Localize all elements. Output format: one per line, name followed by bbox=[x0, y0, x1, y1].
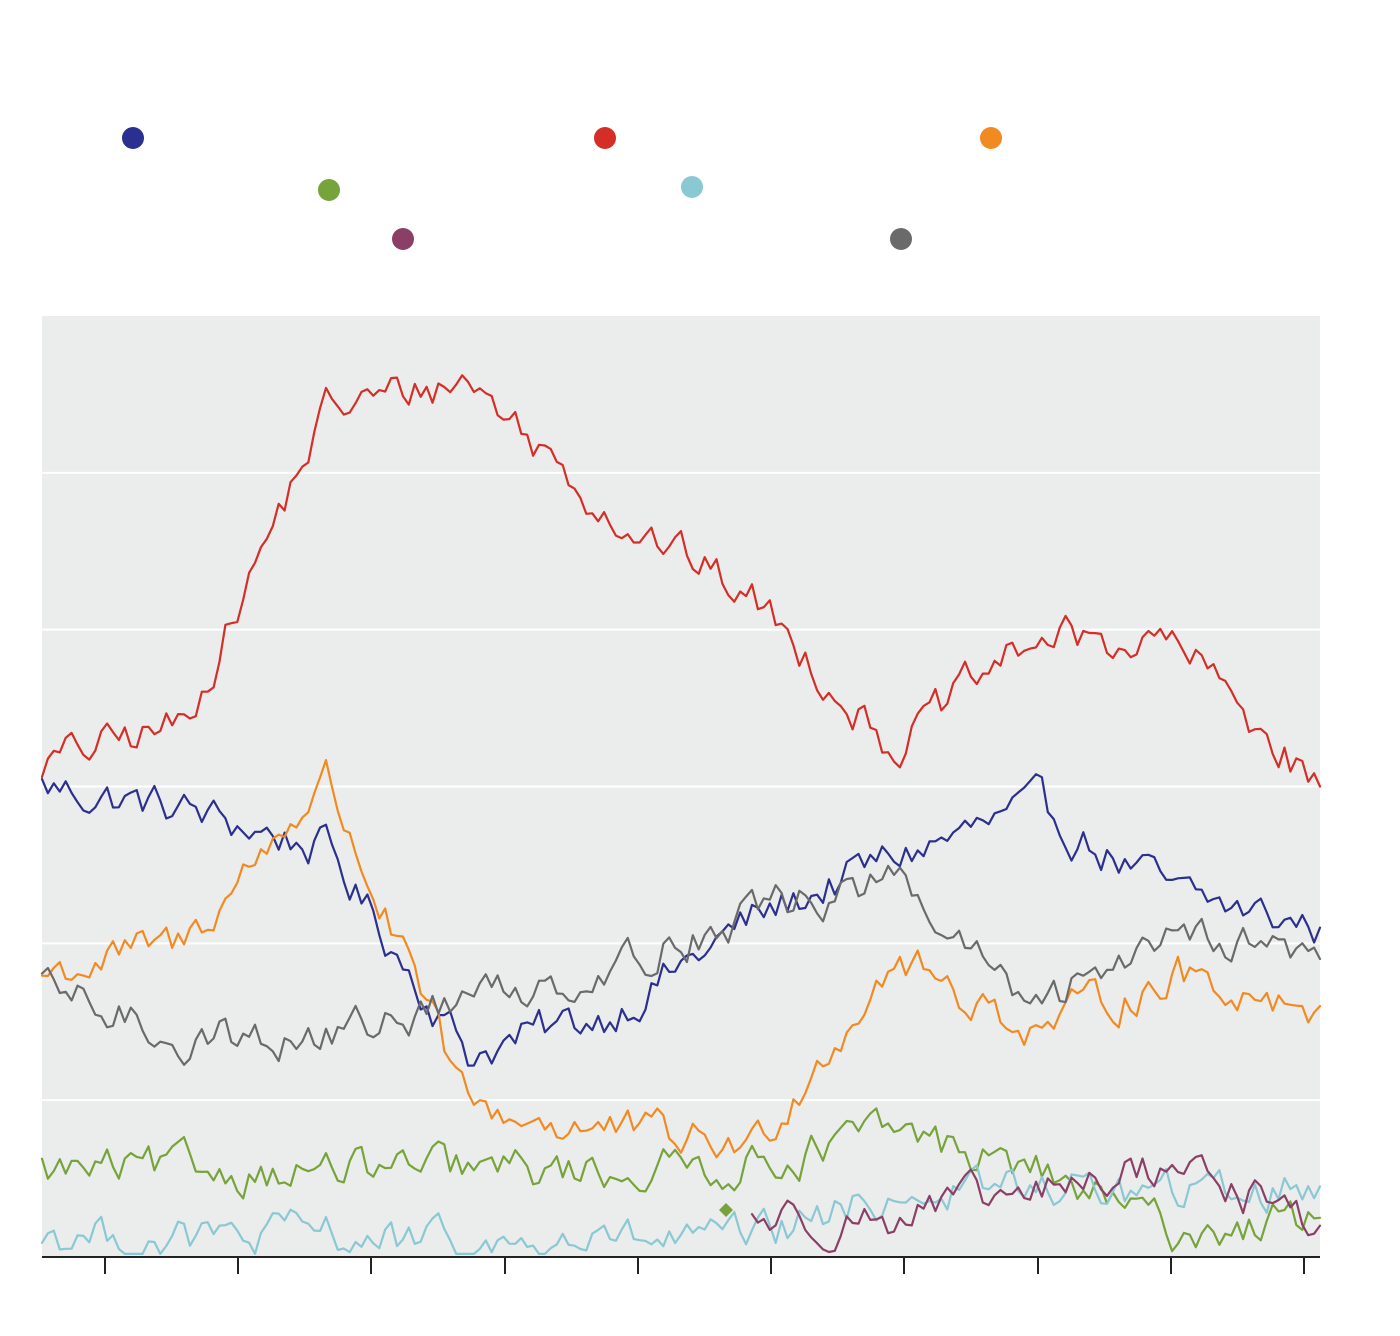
series-line bbox=[750, 1154, 1322, 1254]
series-line bbox=[40, 864, 1322, 1066]
series-marker bbox=[719, 1203, 733, 1217]
legend-marker bbox=[980, 127, 1002, 149]
legend-marker bbox=[318, 179, 340, 201]
legend-marker bbox=[392, 228, 414, 250]
series-line bbox=[40, 759, 1322, 1159]
legend-marker bbox=[594, 127, 616, 149]
legend-marker bbox=[890, 228, 912, 250]
series-line bbox=[40, 1164, 1322, 1255]
legend-marker bbox=[122, 127, 144, 149]
series-line bbox=[40, 374, 1322, 788]
series-line bbox=[40, 773, 1322, 1067]
legend-marker bbox=[681, 176, 703, 198]
